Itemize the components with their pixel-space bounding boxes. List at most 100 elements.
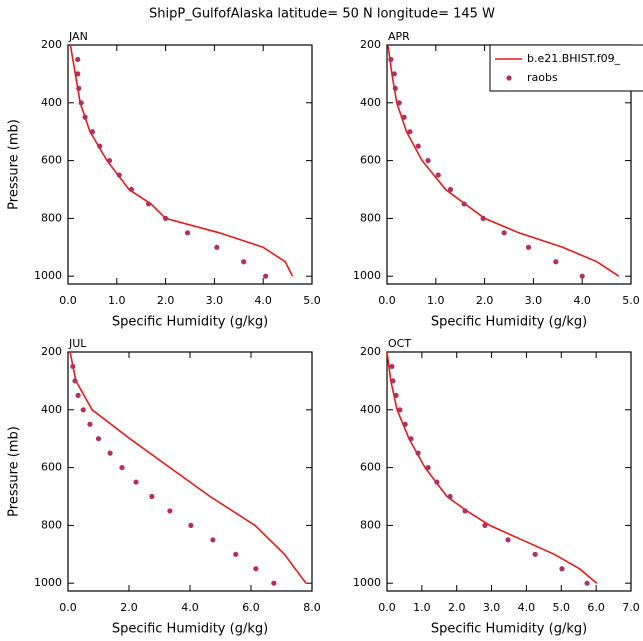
model-line: [69, 351, 307, 584]
obs-point: [72, 378, 78, 384]
obs-point: [75, 56, 81, 63]
x-tick-label: 2.0: [157, 294, 175, 307]
obs-point: [89, 129, 95, 135]
obs-point: [87, 421, 93, 427]
obs-point: [389, 363, 395, 370]
x-axis-label: Specific Humidity (g/kg): [431, 315, 587, 330]
obs-point: [76, 85, 82, 91]
x-tick-label: 0.0: [378, 294, 396, 307]
obs-point: [553, 259, 559, 265]
x-tick-label: 6.0: [587, 601, 605, 614]
y-tick-label: 800: [41, 518, 62, 531]
x-tick-label: 4.0: [518, 601, 536, 614]
obs-point: [214, 244, 220, 250]
obs-point: [434, 479, 440, 485]
y-tick-label: 200: [360, 38, 381, 51]
panel-label: JAN: [68, 30, 88, 43]
obs-point: [184, 230, 191, 236]
x-tick-label: 7.0: [622, 601, 640, 614]
x-tick-label: 8.0: [303, 601, 321, 614]
obs-point: [75, 71, 81, 77]
obs-point: [407, 129, 413, 135]
y-tick-label: 600: [360, 461, 381, 474]
obs-point: [579, 273, 585, 279]
y-tick-label: 800: [41, 211, 62, 224]
x-tick-label: 1.0: [427, 294, 445, 307]
obs-point: [253, 566, 259, 572]
obs-point: [447, 186, 454, 193]
x-tick-label: 0.0: [378, 601, 396, 614]
y-tick-label: 200: [41, 38, 62, 51]
obs-point: [401, 114, 407, 120]
obs-point: [392, 85, 398, 91]
obs-point: [505, 537, 511, 543]
obs-point: [388, 56, 394, 63]
x-tick-label: 6.0: [242, 601, 260, 614]
panel-label: JUL: [68, 337, 87, 350]
y-axis-label: Pressure (mb): [7, 119, 22, 210]
x-tick-label: 3.0: [483, 601, 501, 614]
x-tick-label: 3.0: [525, 294, 543, 307]
x-tick-label: 1.0: [108, 294, 126, 307]
obs-point: [95, 436, 102, 442]
x-tick-label: 4.0: [573, 294, 591, 307]
x-axis-label: Specific Humidity (g/kg): [112, 622, 268, 637]
x-tick-label: 4.0: [181, 601, 199, 614]
x-tick-label: 2.0: [120, 601, 138, 614]
obs-point: [263, 273, 269, 279]
x-tick-label: 2.0: [476, 294, 494, 307]
obs-point: [501, 230, 507, 236]
y-tick-label: 1000: [353, 269, 381, 282]
obs-point: [447, 493, 453, 500]
obs-point: [390, 378, 396, 384]
obs-point: [391, 71, 397, 77]
obs-point: [462, 508, 468, 514]
y-tick-label: 800: [360, 211, 381, 224]
y-tick-label: 400: [360, 96, 381, 109]
obs-point: [133, 479, 139, 485]
x-tick-label: 1.0: [413, 601, 431, 614]
legend-box: [489, 44, 643, 92]
obs-point: [271, 580, 277, 586]
panel-label: APR: [388, 30, 410, 43]
obs-point: [425, 464, 431, 471]
obs-point: [415, 143, 421, 149]
obs-point: [82, 114, 88, 120]
obs-point: [119, 464, 125, 471]
y-tick-label: 1000: [34, 576, 62, 589]
y-tick-label: 200: [41, 345, 62, 358]
obs-point: [396, 100, 402, 106]
obs-point: [532, 551, 538, 557]
obs-point: [584, 580, 590, 586]
obs-point: [241, 259, 247, 265]
obs-point: [480, 215, 486, 221]
x-tick-label: 5.0: [303, 294, 321, 307]
x-axis-label: Specific Humidity (g/kg): [431, 622, 587, 637]
y-tick-label: 800: [360, 518, 381, 531]
y-tick-label: 1000: [34, 269, 62, 282]
obs-point: [97, 143, 103, 149]
model-line: [387, 44, 620, 277]
plot-frame: [67, 44, 313, 285]
obs-point: [233, 551, 239, 557]
y-tick-label: 400: [41, 96, 62, 109]
y-tick-label: 600: [41, 154, 62, 167]
obs-point: [210, 537, 216, 543]
figure-title: ShipP_GulfofAlaska latitude= 50 N longit…: [149, 7, 495, 22]
model-line: [69, 44, 294, 277]
obs-point: [393, 392, 399, 398]
x-tick-label: 4.0: [254, 294, 272, 307]
y-axis-label: Pressure (mb): [7, 426, 22, 517]
panel-label: OCT: [388, 337, 411, 350]
y-tick-label: 600: [360, 154, 381, 167]
obs-point: [78, 100, 84, 106]
obs-point: [435, 172, 441, 178]
obs-point: [559, 566, 565, 572]
x-tick-label: 0.0: [59, 601, 77, 614]
x-tick-label: 5.0: [622, 294, 640, 307]
obs-point: [80, 407, 86, 413]
y-tick-label: 400: [41, 403, 62, 416]
obs-point: [145, 201, 152, 207]
plot-frame: [386, 351, 632, 592]
obs-point: [107, 450, 113, 456]
